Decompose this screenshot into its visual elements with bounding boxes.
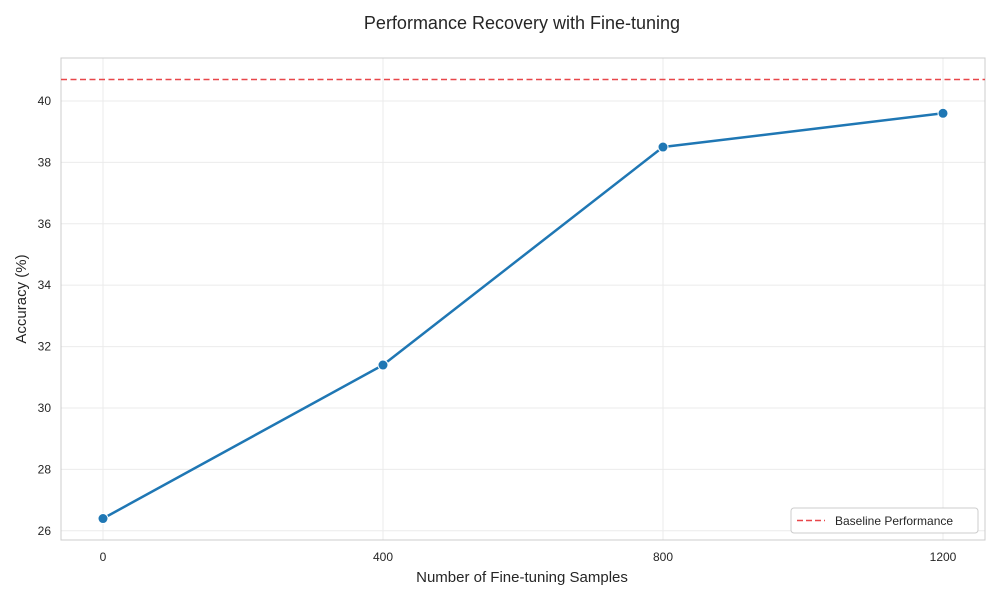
grid xyxy=(61,58,985,540)
legend-label-baseline: Baseline Performance xyxy=(835,514,953,528)
chart-title: Performance Recovery with Fine-tuning xyxy=(364,13,680,33)
y-tick-label-7: 40 xyxy=(38,94,52,108)
data-point-0-2 xyxy=(657,141,669,153)
x-tick-label-3: 1200 xyxy=(930,550,957,564)
legend-box xyxy=(790,507,979,534)
series-line-0 xyxy=(101,112,945,520)
x-ticks: 0 400 800 1200 xyxy=(100,550,957,564)
data-point-0-3 xyxy=(937,107,949,119)
y-tick-label-4: 34 xyxy=(38,278,52,292)
x-axis-label: Number of Fine-tuning Samples xyxy=(416,569,628,586)
y-axis-label: Accuracy (%) xyxy=(13,254,30,343)
legend: Baseline Performance xyxy=(790,507,979,534)
x-tick-label-0: 0 xyxy=(100,550,107,564)
x-tick-label-2: 800 xyxy=(653,550,673,564)
y-tick-label-3: 32 xyxy=(38,340,52,354)
x-tick-label-1: 400 xyxy=(373,550,393,564)
y-tick-label-0: 26 xyxy=(38,524,52,538)
series-layer xyxy=(97,107,949,525)
data-point-0-0 xyxy=(97,513,109,525)
y-tick-label-1: 28 xyxy=(38,462,52,476)
plot-area-border xyxy=(60,57,986,541)
y-tick-label-5: 36 xyxy=(38,217,52,231)
y-tick-label-6: 38 xyxy=(38,155,52,169)
y-tick-label-2: 30 xyxy=(38,401,52,415)
data-point-0-1 xyxy=(377,359,389,371)
y-ticks: 26 28 30 32 34 36 38 40 xyxy=(38,94,52,538)
